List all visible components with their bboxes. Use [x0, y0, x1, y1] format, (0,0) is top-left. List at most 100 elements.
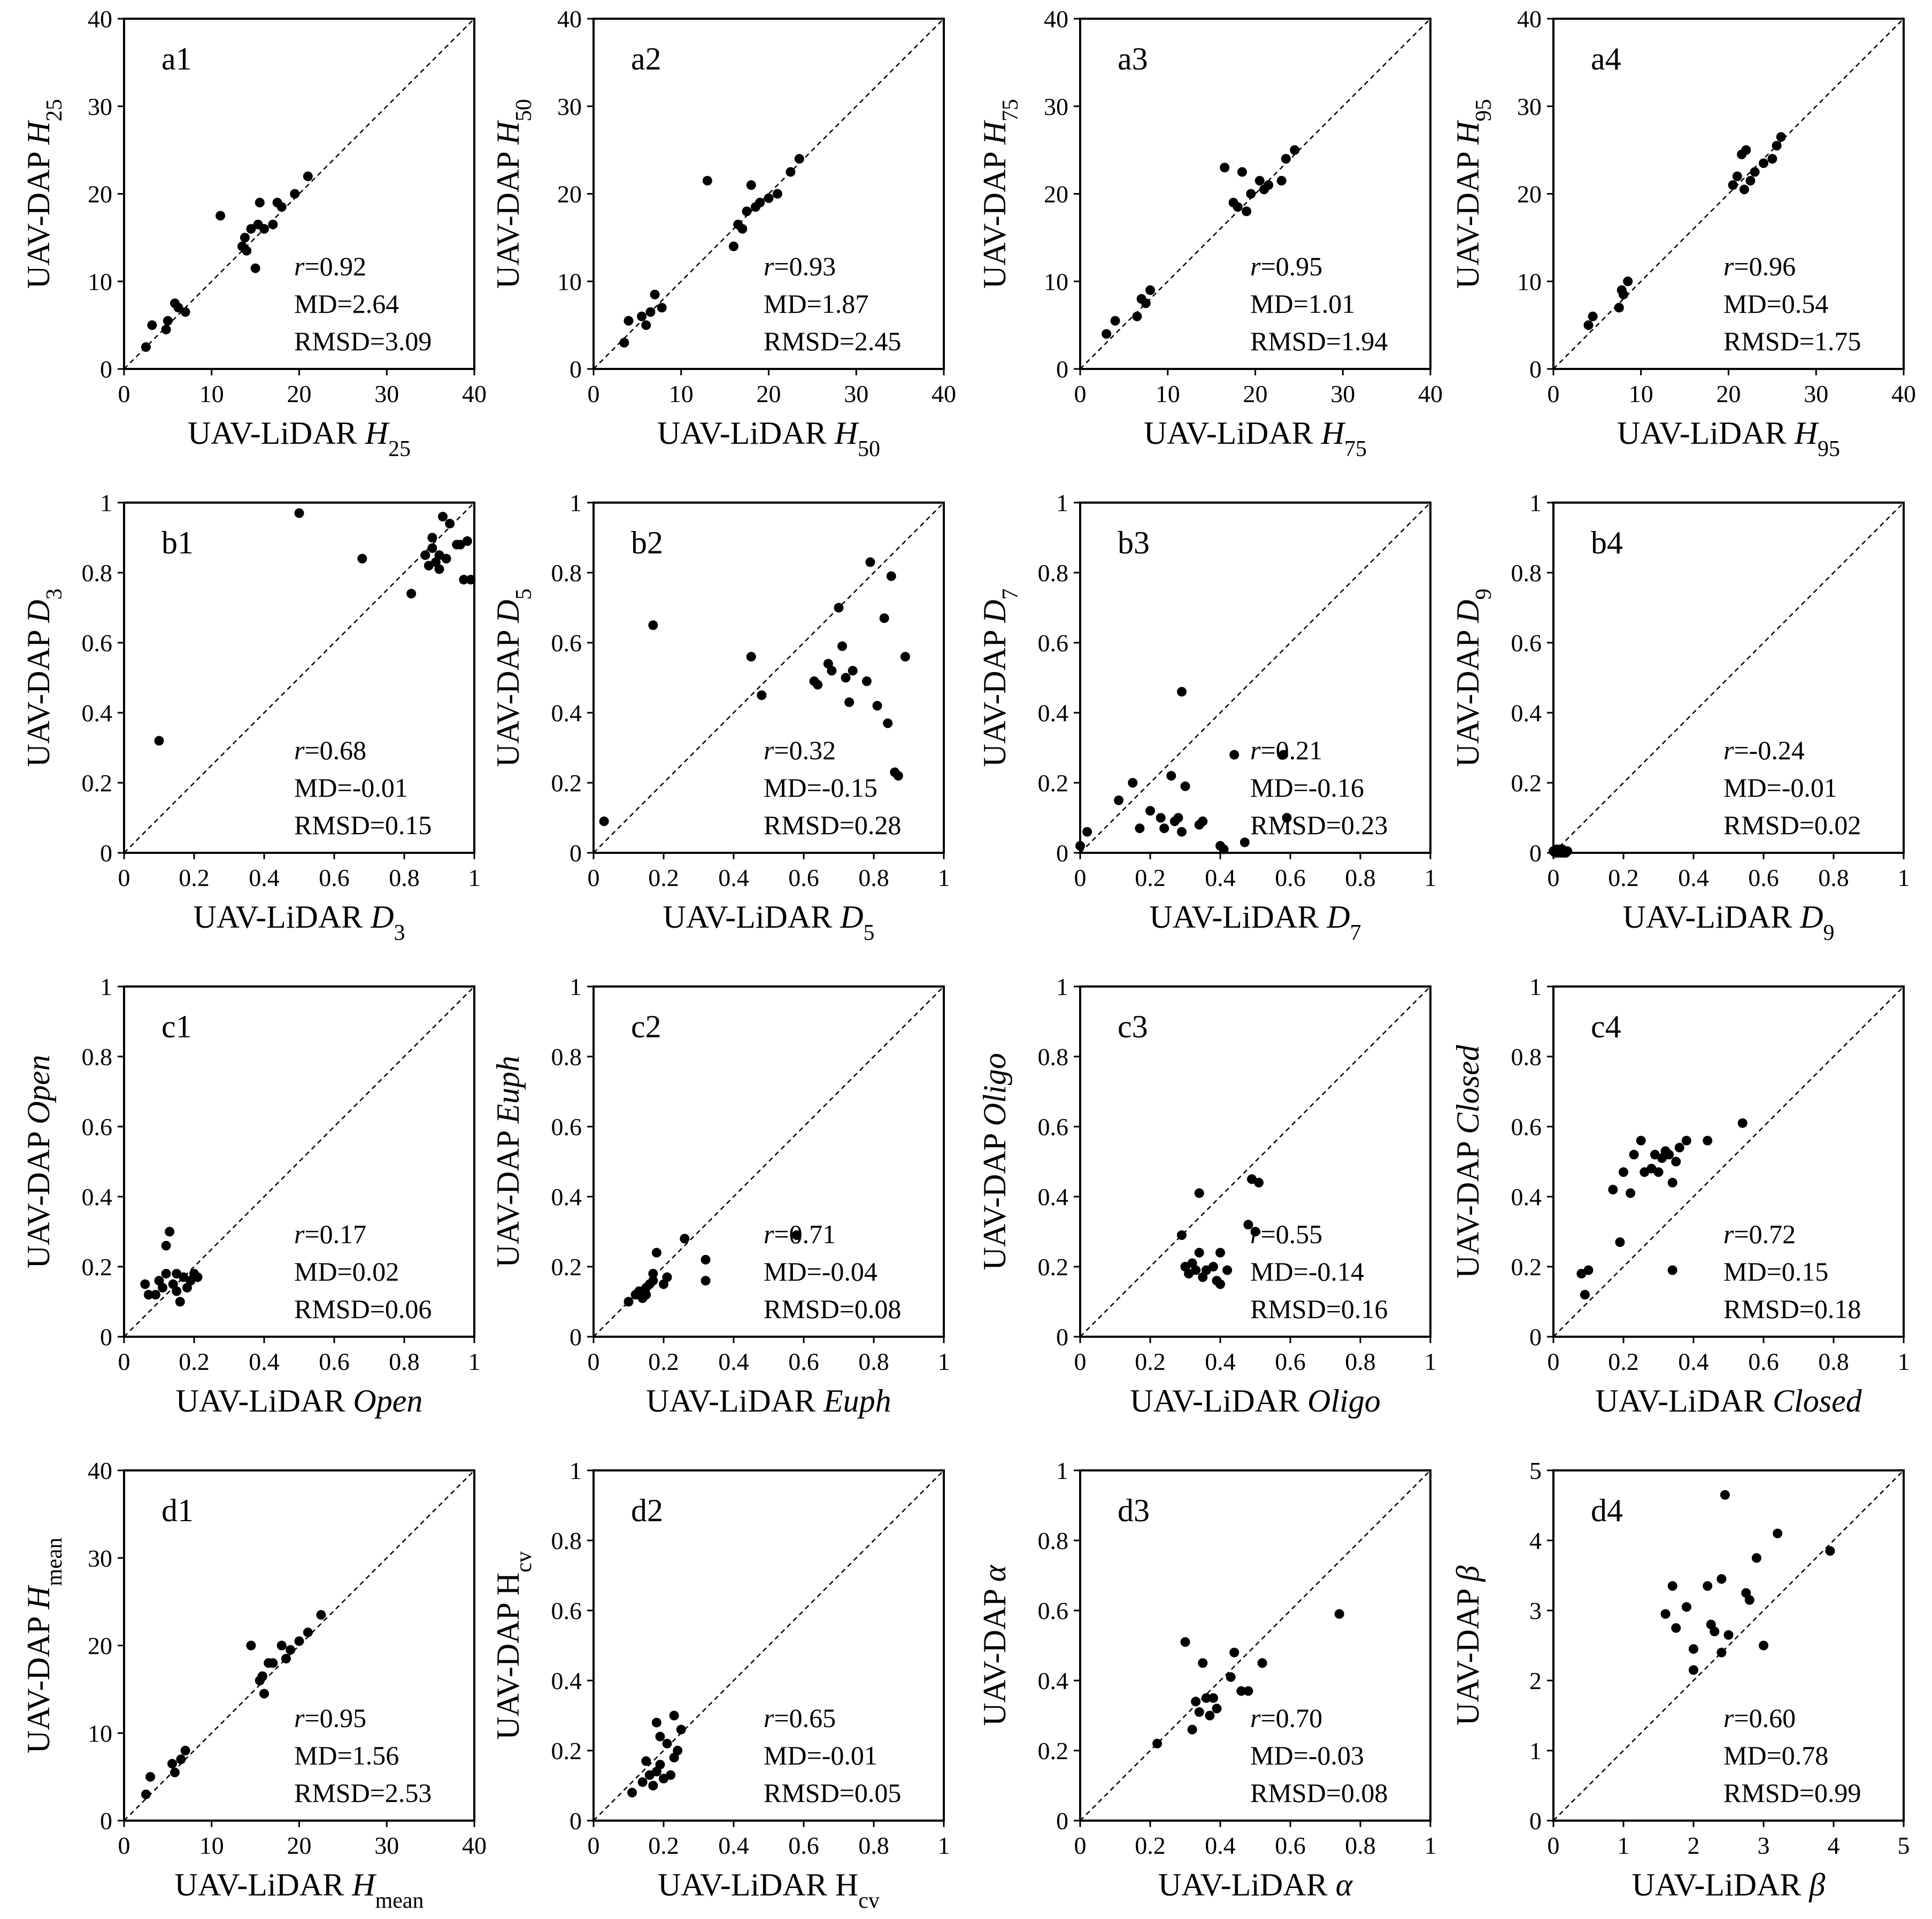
data-point: [1145, 806, 1155, 816]
panel-d2: 00 0.2 0.2 0.4 0.4 0.6 0.6 0.8 0.8 1 1 UAV-LiDAR Hc…: [490, 1457, 950, 1913]
one-to-one-line: [124, 986, 475, 1337]
data-point: [737, 224, 748, 234]
x-axis-label: UAV-LiDAR Open: [176, 1383, 423, 1419]
data-point: [167, 1759, 178, 1769]
data-point: [844, 697, 855, 707]
one-to-one-line: [124, 18, 475, 369]
data-point: [147, 320, 157, 330]
panel-a2: 00 10 10 20 20 30 30 40 40 UAV-LiDAR H50 UAV-DAP H…: [490, 5, 956, 461]
data-point: [180, 1746, 190, 1755]
y-tick-label: 30: [1517, 93, 1542, 120]
data-point: [1745, 175, 1756, 186]
y-tick-label: 1: [1529, 489, 1542, 517]
x-tick-label: 0: [1074, 864, 1087, 891]
y-tick-label: 20: [1517, 181, 1542, 208]
y-axis-label: UAV-DAP H25: [21, 99, 67, 289]
data-point: [729, 241, 738, 251]
data-point: [303, 171, 313, 181]
x-tick-label: 0.2: [179, 864, 210, 891]
x-tick-label: 0.2: [648, 1348, 679, 1375]
x-tick-label: 0: [118, 1832, 130, 1859]
y-tick-label: 4: [1529, 1527, 1542, 1554]
data-point: [1145, 285, 1155, 295]
data-point: [1588, 311, 1598, 321]
x-axis-label: UAV-LiDAR Hmean: [174, 1867, 424, 1913]
x-axis-label: UAV-LiDAR Hcv: [658, 1867, 880, 1913]
data-point: [215, 211, 226, 221]
y-tick-label: 0.6: [551, 1113, 582, 1140]
stat-md: MD=-0.15: [764, 773, 878, 803]
y-tick-label: 0: [100, 839, 112, 867]
data-point: [438, 512, 448, 522]
data-point: [1212, 1704, 1222, 1714]
x-tick-label: 0: [1548, 1348, 1560, 1375]
data-point: [1720, 1490, 1730, 1500]
data-point: [268, 1658, 278, 1668]
x-tick-label: 0.8: [1345, 1348, 1376, 1375]
y-tick-label: 0.4: [551, 1667, 582, 1694]
data-point: [1236, 1686, 1246, 1696]
stat-r: r=0.93: [764, 251, 836, 281]
stat-md: MD=1.56: [294, 1740, 399, 1770]
data-point: [158, 1283, 168, 1293]
data-point: [1222, 1265, 1233, 1275]
x-tick-label: 30: [374, 1832, 399, 1859]
data-point: [1741, 145, 1751, 155]
y-tick-label: 0: [1056, 1807, 1068, 1835]
one-to-one-line: [1553, 986, 1904, 1337]
panel-c1: 00 0.2 0.2 0.4 0.4 0.6 0.6 0.8 0.8 1 1 UAV-LiDAR Op…: [21, 973, 481, 1419]
y-tick-label: 0: [1056, 839, 1068, 867]
x-tick-label: 30: [1804, 380, 1828, 407]
plot-frame: [1552, 985, 1905, 1338]
data-point: [648, 1269, 658, 1279]
data-point: [900, 652, 910, 662]
data-point: [1219, 844, 1229, 854]
y-tick-label: 0.6: [1038, 1597, 1069, 1624]
data-point: [259, 1689, 269, 1699]
data-point: [619, 337, 629, 348]
x-tick-label: 0.8: [858, 1348, 889, 1375]
y-tick-label: 0.4: [1038, 699, 1069, 727]
x-tick-label: 0.8: [1818, 864, 1849, 891]
x-tick-label: 0.8: [858, 1832, 889, 1859]
data-point: [648, 620, 658, 630]
data-point: [1614, 303, 1624, 313]
x-tick-label: 5: [1898, 1832, 1910, 1859]
panel-label: c3: [1118, 1009, 1148, 1044]
stat-md: MD=-0.01: [294, 773, 408, 803]
data-point: [1243, 1686, 1253, 1696]
data-point: [662, 1738, 672, 1748]
stat-md: MD=0.54: [1723, 289, 1828, 319]
data-point: [676, 1724, 686, 1735]
x-tick-label: 0.2: [1135, 1832, 1166, 1859]
y-tick-label: 0.6: [1038, 1113, 1069, 1140]
panel-b1: 00 0.2 0.2 0.4 0.4 0.6 0.6 0.8 0.8 1 1 UAV-LiDAR D3…: [21, 489, 481, 945]
data-point: [702, 175, 712, 186]
data-point: [1583, 320, 1594, 330]
x-tick-label: 40: [1891, 380, 1916, 407]
plot-frame: [1079, 1469, 1431, 1822]
y-tick-label: 0.2: [551, 1737, 582, 1764]
x-tick-label: 0.8: [389, 1348, 420, 1375]
y-tick-label: 0.4: [1038, 1667, 1069, 1694]
data-point: [1728, 180, 1738, 190]
data-point: [1629, 1150, 1639, 1160]
y-tick-label: 0.4: [82, 1183, 113, 1211]
x-tick-label: 20: [287, 380, 312, 407]
data-point: [193, 1272, 203, 1282]
data-point: [651, 1717, 661, 1728]
data-point: [175, 1297, 185, 1307]
x-tick-label: 20: [757, 380, 781, 407]
x-tick-label: 10: [199, 1832, 224, 1859]
x-tick-label: 0.4: [1205, 1348, 1236, 1375]
data-point: [466, 575, 476, 585]
x-tick-label: 10: [1156, 380, 1180, 407]
data-point: [1580, 1290, 1590, 1300]
data-point: [1276, 175, 1287, 186]
x-axis-label: UAV-LiDAR D7: [1149, 899, 1361, 945]
stat-r: r=0.21: [1250, 735, 1322, 765]
data-point: [1176, 687, 1187, 697]
y-tick-label: 0: [1056, 1323, 1068, 1351]
x-axis-label: UAV-LiDAR D9: [1622, 899, 1834, 945]
x-tick-label: 0.6: [788, 864, 819, 891]
